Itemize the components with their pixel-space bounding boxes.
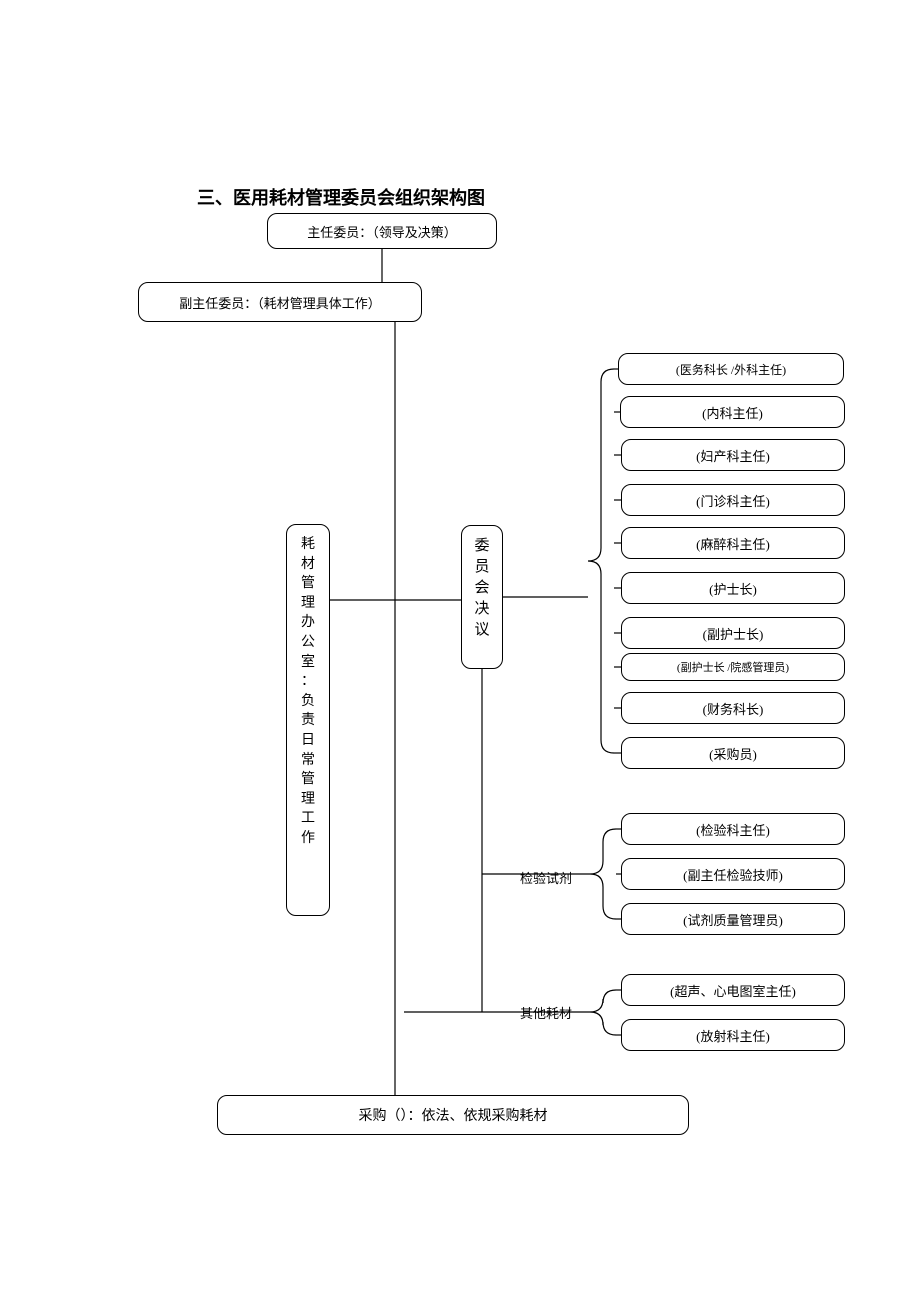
node-council: 委员会决议 — [461, 525, 503, 669]
node-m2: (内科主任) — [620, 396, 845, 428]
node-office: 耗材管理办公室：负责日常管理工作 — [286, 524, 330, 916]
node-m8: (副护士长 /院感管理员) — [621, 653, 845, 681]
node-vice: 副主任委员：（耗材管理具体工作） — [138, 282, 422, 322]
node-m5: (麻醉科主任) — [621, 527, 845, 559]
node-r2: (副主任检验技师) — [621, 858, 845, 890]
node-m1: (医务科长 /外科主任) — [618, 353, 844, 385]
node-m6: (护士长) — [621, 572, 845, 604]
node-m7: (副护士长) — [621, 617, 845, 649]
diagram-title: 三、医用耗材管理委员会组织架构图 — [197, 184, 485, 210]
node-o2: (放射科主任) — [621, 1019, 845, 1051]
label-other: 其他耗材 — [520, 1003, 572, 1022]
node-m10: (采购员) — [621, 737, 845, 769]
node-r3: (试剂质量管理员) — [621, 903, 845, 935]
node-m9: (财务科长) — [621, 692, 845, 724]
node-m4: (门诊科主任) — [621, 484, 845, 516]
node-m3: (妇产科主任) — [621, 439, 845, 471]
label-reagent: 检验试剂 — [520, 868, 572, 887]
node-o1: (超声、心电图室主任) — [621, 974, 845, 1006]
node-r1: (检验科主任) — [621, 813, 845, 845]
node-chair: 主任委员：（领导及决策） — [267, 213, 497, 249]
node-proc: 采购（）：依法、依规采购耗材 — [217, 1095, 689, 1135]
